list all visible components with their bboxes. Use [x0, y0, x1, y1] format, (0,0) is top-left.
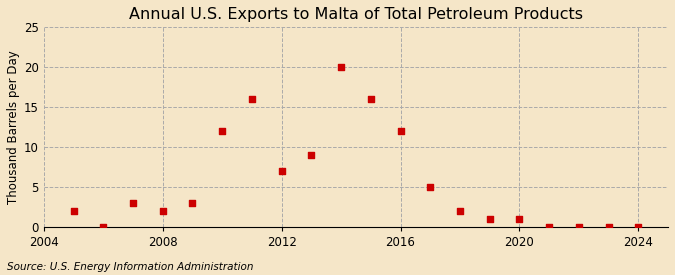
Point: [306, 153, 317, 157]
Point: [425, 185, 435, 189]
Point: [454, 209, 465, 213]
Point: [335, 65, 346, 69]
Point: [217, 129, 227, 133]
Point: [128, 201, 138, 205]
Point: [544, 225, 555, 229]
Point: [246, 97, 257, 101]
Point: [395, 129, 406, 133]
Point: [187, 201, 198, 205]
Point: [98, 225, 109, 229]
Text: Source: U.S. Energy Information Administration: Source: U.S. Energy Information Administ…: [7, 262, 253, 272]
Point: [365, 97, 376, 101]
Point: [68, 209, 79, 213]
Point: [276, 169, 287, 173]
Point: [574, 225, 585, 229]
Y-axis label: Thousand Barrels per Day: Thousand Barrels per Day: [7, 50, 20, 204]
Point: [484, 217, 495, 221]
Point: [603, 225, 614, 229]
Point: [514, 217, 525, 221]
Point: [633, 225, 644, 229]
Point: [157, 209, 168, 213]
Title: Annual U.S. Exports to Malta of Total Petroleum Products: Annual U.S. Exports to Malta of Total Pe…: [129, 7, 583, 22]
